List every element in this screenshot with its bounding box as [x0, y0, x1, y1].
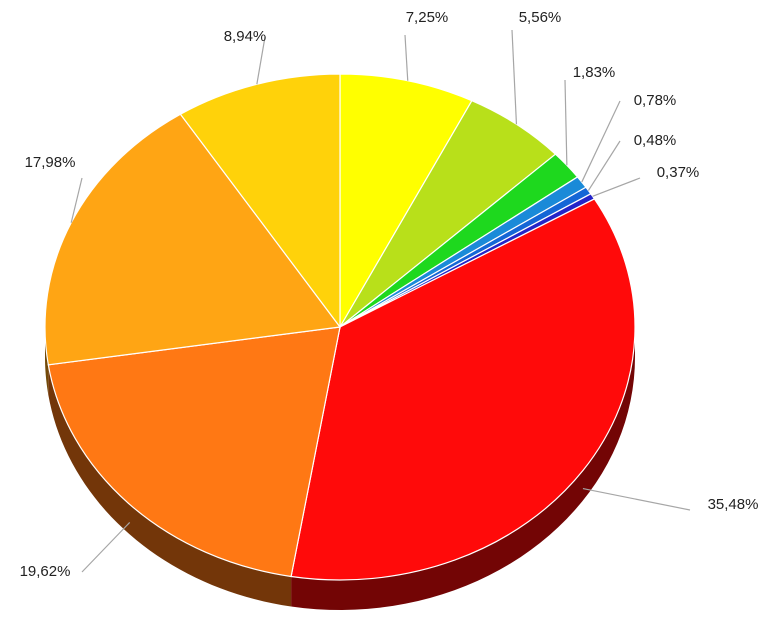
pie-walls — [45, 327, 635, 610]
pie-slice — [47, 326, 341, 578]
leader-line — [587, 140, 621, 191]
pie-tops — [44, 73, 636, 581]
pie-wall — [48, 364, 292, 607]
leader-line — [564, 79, 568, 166]
pie-slice — [179, 73, 341, 329]
data-label: 1,83% — [573, 64, 616, 81]
leader-line — [582, 487, 691, 511]
pie-wall — [291, 327, 635, 610]
leaders — [70, 29, 691, 573]
data-label: 0,78% — [634, 92, 677, 109]
leader-line — [256, 36, 266, 85]
data-label: 0,37% — [657, 164, 700, 181]
leader-line — [511, 29, 518, 125]
leader-line — [70, 177, 83, 223]
leader-line — [592, 177, 641, 197]
data-label: 7,25% — [406, 9, 449, 26]
leader-line — [81, 522, 131, 573]
data-label: 17,98% — [25, 154, 76, 171]
data-label: 0,48% — [634, 132, 677, 149]
leader-line — [404, 34, 409, 81]
data-label: 19,62% — [20, 563, 71, 580]
data-label: 35,48% — [708, 496, 759, 513]
data-label: 5,56% — [519, 9, 562, 26]
pie-slice — [290, 198, 636, 581]
pie-slice — [44, 113, 342, 366]
leader-line — [581, 100, 621, 183]
pie-wall — [45, 327, 49, 395]
data-label: 8,94% — [224, 28, 267, 45]
